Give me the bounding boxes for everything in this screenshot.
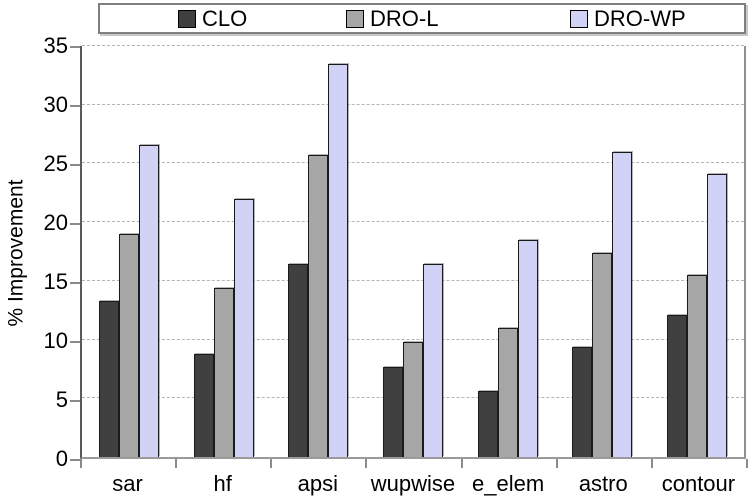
bar-DRO-L-e_elem xyxy=(497,327,518,457)
x-category-label-apsi: apsi xyxy=(297,471,339,496)
x-category-label-contour: contour xyxy=(661,471,736,496)
bar-DRO-WP-contour xyxy=(706,174,727,457)
y-axis-title: % Improvement xyxy=(5,178,28,327)
x-category-label-hf: hf xyxy=(213,471,232,496)
bar-DRO-L-wupwise xyxy=(402,341,423,457)
x-category-label-e_elem: e_elem xyxy=(472,471,545,496)
y-tick-0 xyxy=(70,459,80,461)
bar-DRO-WP-wupwise xyxy=(422,264,443,457)
bar-DRO-L-contour xyxy=(686,275,707,457)
bar-CLO-hf xyxy=(193,353,214,457)
bar-group-hf xyxy=(177,46,272,457)
y-tick-label-15: 15 xyxy=(43,269,68,294)
x-category-labels: sar hf apsi wupwise e_elem astro contour xyxy=(80,471,746,500)
bar-CLO-e_elem xyxy=(477,391,498,457)
x-category-label-astro: astro xyxy=(578,471,628,496)
y-tick-10 xyxy=(70,341,80,343)
x-tick-4 xyxy=(460,459,463,468)
legend-swatch-DRO-WP xyxy=(570,9,588,28)
x-tick-5 xyxy=(555,459,558,468)
y-tick-20 xyxy=(70,223,80,225)
bar-DRO-L-sar xyxy=(119,233,140,457)
y-tick-label-10: 10 xyxy=(43,328,68,353)
legend-item-CLO: CLO xyxy=(178,5,247,32)
y-tick-label-5: 5 xyxy=(55,387,68,412)
x-category-label-wupwise: wupwise xyxy=(370,471,456,496)
x-tick-0 xyxy=(80,459,82,468)
y-tick-15 xyxy=(70,282,80,284)
x-category-label-sar: sar xyxy=(112,471,143,496)
bar-DRO-L-apsi xyxy=(308,155,329,457)
x-tick-2 xyxy=(270,459,273,468)
gridline-35 xyxy=(82,45,744,46)
bar-DRO-L-hf xyxy=(213,287,234,457)
gridline-15 xyxy=(82,279,744,281)
bar-group-wupwise xyxy=(366,46,461,457)
plot-area xyxy=(80,45,746,459)
legend-item-DRO-L: DRO-L xyxy=(346,5,438,32)
gridline-30 xyxy=(82,103,744,105)
y-tick-label-20: 20 xyxy=(43,210,68,235)
y-tick-5 xyxy=(70,400,80,402)
x-tick-6 xyxy=(650,459,653,468)
bar-group-astro xyxy=(555,46,650,457)
bar-DRO-WP-sar xyxy=(139,144,160,457)
bar-CLO-wupwise xyxy=(382,366,403,457)
y-tick-label-25: 25 xyxy=(43,151,68,176)
legend-swatch-CLO xyxy=(178,9,196,28)
bar-DRO-WP-astro xyxy=(612,151,633,457)
y-tick-label-0: 0 xyxy=(55,446,68,471)
y-tick-35 xyxy=(70,46,80,48)
legend-item-DRO-WP: DRO-WP xyxy=(570,5,686,32)
legend-label-CLO: CLO xyxy=(202,5,248,31)
bar-group-e_elem xyxy=(460,46,555,457)
legend-box: CLO DRO-L DRO-WP xyxy=(98,3,746,34)
y-tick-label-30: 30 xyxy=(43,92,68,117)
y-tick-30 xyxy=(70,105,80,107)
bar-CLO-apsi xyxy=(288,264,309,457)
gridline-25 xyxy=(82,162,744,164)
x-tick-1 xyxy=(175,459,178,468)
legend-label-DRO-L: DRO-L xyxy=(370,5,439,31)
legend-label-DRO-WP: DRO-WP xyxy=(594,5,686,31)
legend-swatch-DRO-L xyxy=(346,9,364,28)
y-tick-label-35: 35 xyxy=(43,33,68,58)
gridline-10 xyxy=(82,338,744,340)
bar-group-contour xyxy=(649,46,744,457)
bar-DRO-L-astro xyxy=(592,252,613,457)
bar-CLO-astro xyxy=(572,346,593,457)
bar-DRO-WP-e_elem xyxy=(517,239,538,457)
bar-group-sar xyxy=(82,46,177,457)
y-tick-25 xyxy=(70,164,80,166)
gridline-20 xyxy=(82,221,744,223)
bar-CLO-contour xyxy=(666,314,687,457)
bar-DRO-WP-hf xyxy=(233,198,254,457)
x-tick-3 xyxy=(365,459,368,468)
bar-group-apsi xyxy=(271,46,366,457)
x-tick-7 xyxy=(746,459,748,468)
bar-DRO-WP-apsi xyxy=(328,63,349,457)
bar-CLO-sar xyxy=(99,300,120,457)
